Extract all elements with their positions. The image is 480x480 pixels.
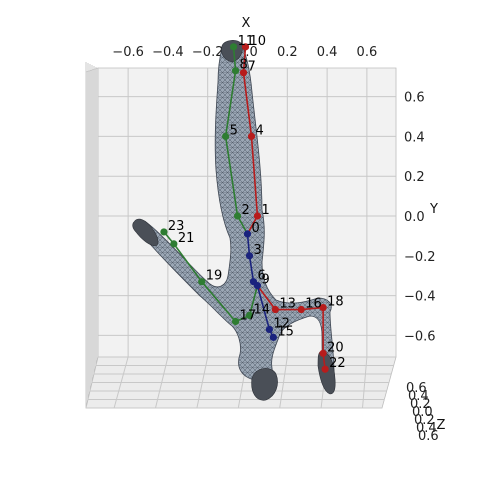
joint-label-4: 4: [255, 123, 263, 138]
z-tick-label: 0.0: [412, 405, 433, 420]
z-tick-label: 0.6: [418, 429, 439, 444]
joint-2: [233, 212, 242, 220]
z-tick-label: 0.2: [410, 397, 431, 412]
joint-21: [170, 240, 178, 248]
joint-3: [245, 252, 254, 260]
skeleton-joints: [160, 43, 329, 373]
x-tick-label: 0.2: [277, 45, 298, 60]
joint-label-16: 16: [305, 297, 322, 312]
bone-7-10: [242, 46, 247, 73]
joint-0: [243, 230, 252, 238]
x-tick-labels: −0.6 −0.4 −0.2 0.0 0.2 0.4 0.6: [112, 45, 377, 60]
joint-label-6: 6: [257, 269, 265, 284]
joint-label-3: 3: [253, 243, 261, 258]
z-tick-label: 0.4: [416, 421, 437, 436]
joint-11: [229, 43, 238, 51]
z-tick-labels: 0.60.40.20.00.20.40.6: [406, 381, 439, 444]
joint-10: [241, 43, 250, 51]
joint-5: [222, 132, 230, 140]
joint-7: [239, 69, 248, 77]
joint-label-0: 0: [252, 221, 260, 236]
x-tick-label: 0.4: [317, 45, 338, 60]
y-tick-label: 0.0: [404, 210, 425, 225]
joint-label-13: 13: [279, 297, 296, 312]
joint-label-2: 2: [242, 203, 250, 218]
joint-label-1: 1: [261, 203, 269, 218]
joint-label-22: 22: [329, 356, 346, 371]
mesh-head: [251, 368, 278, 401]
z-tick-label: 0.4: [408, 389, 429, 404]
bone-9-14: [248, 285, 259, 316]
z-axis-label: Z: [437, 418, 446, 433]
joint-15: [269, 333, 277, 341]
joint-17: [231, 317, 240, 326]
joint-label-21: 21: [178, 231, 195, 246]
joint-label-23: 23: [168, 219, 185, 234]
joint-12: [265, 325, 273, 334]
bone-19-21: [173, 243, 203, 283]
mesh-feet: [221, 40, 243, 63]
joint-9: [253, 282, 262, 290]
x-axis-label: X: [242, 16, 251, 31]
y-axis-label: Y: [429, 202, 438, 217]
bone-4-7: [242, 72, 253, 137]
y-tick-label: 0.6: [404, 91, 425, 106]
y-tick-label: 0.4: [404, 130, 425, 145]
bone-5-8: [224, 70, 237, 137]
joint-22: [321, 365, 329, 373]
mesh-hand-right: [317, 351, 336, 395]
joint-18: [319, 303, 327, 312]
x-tick-label: 0.6: [357, 45, 378, 60]
joint-label-15: 15: [277, 324, 294, 339]
bone-17-19: [201, 281, 237, 322]
mesh-hand-left: [132, 218, 159, 247]
joint-label-20: 20: [327, 340, 344, 355]
x-tick-label: −0.4: [152, 45, 184, 60]
joint-4: [247, 132, 256, 140]
bone-9-13: [256, 285, 276, 311]
bone-8-11: [232, 46, 237, 71]
joint-19: [198, 278, 206, 286]
joint-1: [253, 212, 262, 220]
joint-label-12: 12: [273, 316, 290, 331]
joint-label-17: 17: [240, 308, 257, 323]
joint-label-14: 14: [253, 303, 270, 318]
joint-label-11: 11: [238, 34, 255, 49]
joint-label-10: 10: [250, 34, 267, 49]
bone-3-6: [248, 255, 255, 282]
bone-2-5: [224, 136, 239, 217]
joint-label-5: 5: [230, 123, 238, 138]
joint-label-18: 18: [327, 295, 344, 310]
joint-label-19: 19: [206, 269, 223, 284]
skeleton-bones: [163, 46, 326, 370]
x-tick-label: −0.2: [192, 45, 224, 60]
joint-13: [271, 305, 279, 314]
y-tick-label: −0.4: [404, 290, 436, 305]
joint-16: [297, 305, 305, 314]
joint-label-7: 7: [248, 60, 256, 75]
y-tick-labels: 0.6 0.4 0.2 0.0 −0.2 −0.4 −0.6: [404, 91, 436, 345]
joint-23: [160, 228, 168, 236]
joint-20: [319, 349, 327, 357]
y-tick-label: −0.2: [404, 250, 436, 265]
joint-label-9: 9: [261, 273, 269, 288]
bone-9-12: [256, 285, 271, 330]
y-tick-label: 0.2: [404, 170, 425, 185]
bone-1-4: [250, 136, 259, 217]
bone-0-3: [246, 233, 251, 256]
joint-14: [245, 311, 254, 320]
bone-16-18: [301, 306, 324, 311]
z-tick-label: 0.6: [406, 381, 427, 396]
z-tick-label: 0.2: [414, 413, 435, 428]
x-tick-label: −0.6: [112, 45, 144, 60]
joint-label-8: 8: [240, 58, 248, 73]
joint-8: [231, 67, 240, 75]
y-tick-label: −0.6: [404, 329, 436, 344]
